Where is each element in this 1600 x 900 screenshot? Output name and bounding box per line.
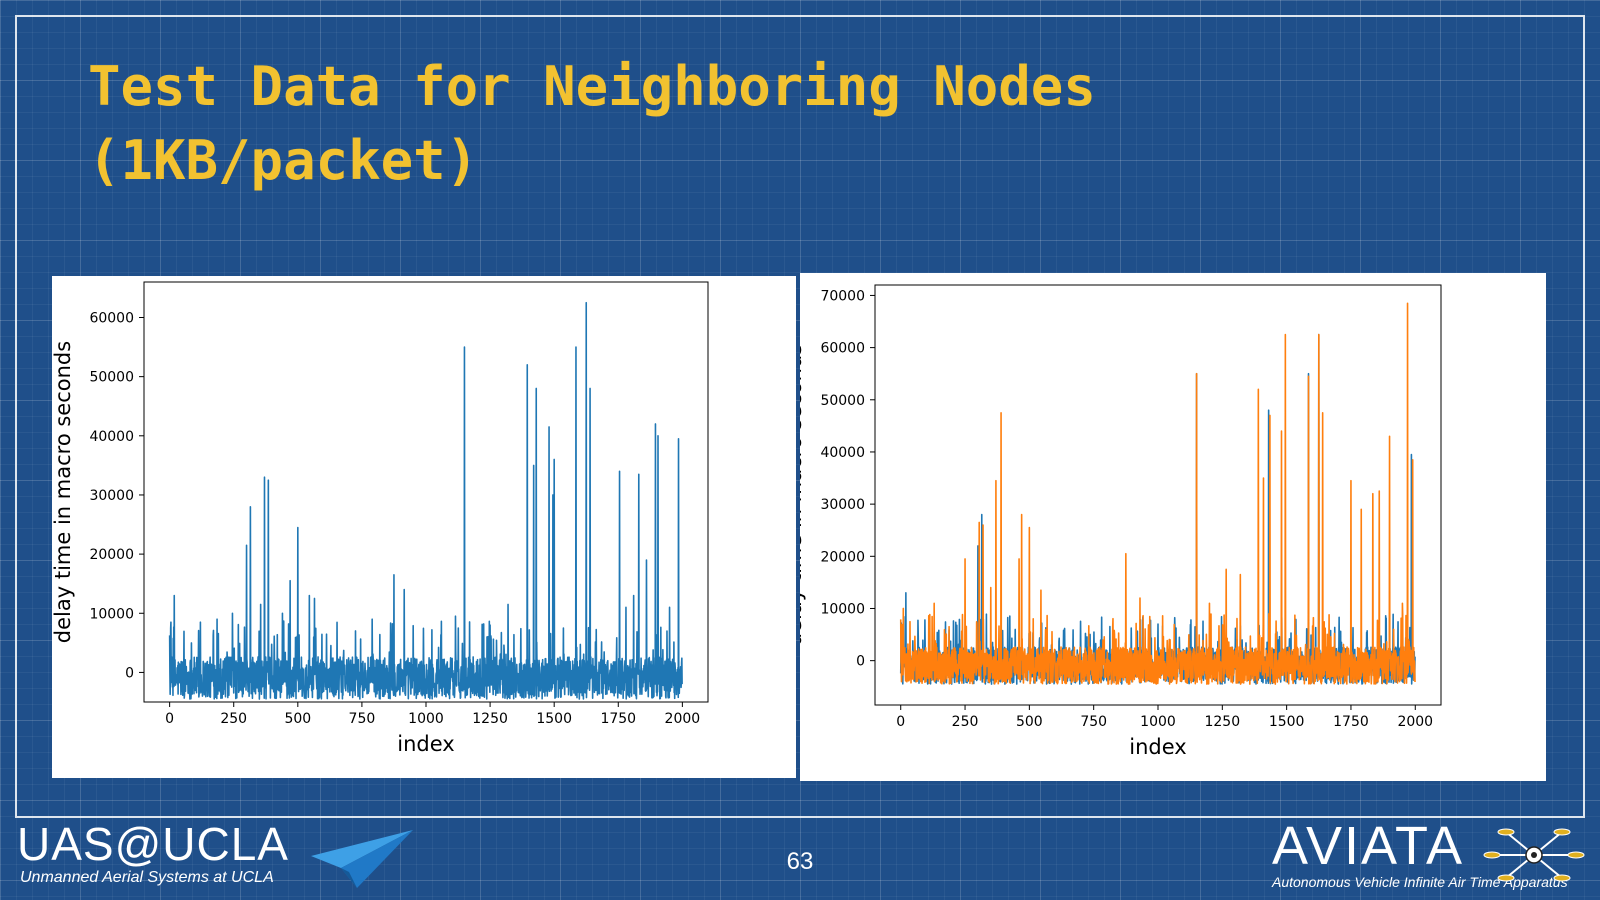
aviata-logo-subtitle: Autonomous Vehicle Infinite Air Time App… (1272, 874, 1568, 890)
y-axis-label: delay time in macro seconds (800, 344, 806, 646)
y-tick-label: 10000 (820, 601, 865, 617)
x-tick-label: 1750 (1333, 714, 1369, 730)
y-tick-label: 50000 (89, 370, 134, 386)
y-axis-label: delay time in macro seconds (52, 341, 75, 643)
aviata-logo: AVIATA Autonomous Vehicle Infinite Air T… (1272, 818, 1592, 898)
y-tick-label: 40000 (89, 429, 134, 445)
y-tick-label: 60000 (820, 341, 865, 357)
x-axis-label: index (397, 732, 454, 756)
x-tick-label: 500 (1016, 714, 1043, 730)
x-tick-label: 750 (349, 711, 376, 727)
x-axis-label: index (1129, 735, 1186, 759)
slide-frame (15, 15, 1585, 818)
y-tick-label: 0 (856, 654, 865, 670)
y-tick-label: 70000 (820, 288, 865, 304)
chart-right-svg: 0 250 500 750 1000 1250 1500 1750 20000100002000… (800, 284, 1442, 759)
aviata-logo-title: AVIATA (1272, 816, 1465, 876)
drone-icon (1483, 828, 1585, 882)
x-tick-label: 250 (220, 711, 247, 727)
uas-logo-subtitle: Unmanned Aerial Systems at UCLA (20, 869, 274, 886)
uas-logo-title: UAS@UCLA (17, 818, 289, 870)
y-tick-label: 60000 (89, 310, 134, 326)
y-tick-label: 50000 (820, 393, 865, 409)
y-tick-label: 20000 (820, 549, 865, 565)
slide-title: Test Data for Neighboring Nodes (1KB/pac… (88, 55, 1096, 192)
page-number: 63 (786, 848, 814, 875)
y-tick-label: 30000 (820, 497, 865, 513)
x-tick-label: 1500 (1269, 714, 1305, 730)
uas-ucla-logo: UAS@UCLA Unmanned Aerial Systems at UCLA (17, 818, 413, 898)
x-tick-label: 2000 (1397, 714, 1433, 730)
y-tick-label: 30000 (89, 488, 134, 504)
y-tick-label: 20000 (89, 547, 134, 563)
x-tick-label: 1000 (408, 711, 444, 727)
y-tick-label: 0 (125, 665, 134, 681)
x-tick-label: 500 (284, 711, 311, 727)
x-tick-label: 0 (165, 711, 174, 727)
x-tick-label: 0 (896, 714, 905, 730)
y-tick-label: 10000 (89, 606, 134, 622)
series-line-1 (899, 333, 1416, 685)
y-tick-label: 40000 (820, 445, 865, 461)
x-tick-label: 1250 (1204, 714, 1240, 730)
x-tick-label: 1000 (1140, 714, 1176, 730)
plot-frame (143, 281, 709, 703)
chart-left: 0 250 500 750 1000 1250 1500 1750 2000 0 10000 2000… (52, 276, 796, 778)
x-tick-label: 1500 (536, 711, 572, 727)
x-tick-label: 1750 (600, 711, 636, 727)
paper-plane-icon (311, 830, 413, 888)
chart-right: 0 250 500 750 1000 1250 1500 1750 2000 0 10000 2000… (800, 273, 1546, 781)
x-tick-label: 2000 (665, 711, 701, 727)
x-tick-label: 750 (1080, 714, 1107, 730)
series-line-2 (899, 302, 1416, 685)
x-tick-label: 1250 (472, 711, 508, 727)
chart-left-svg: 0 250 500 750 1000 1250 1500 1750 20000100002000… (52, 281, 709, 756)
x-tick-label: 250 (952, 714, 979, 730)
series-line-1 (168, 301, 683, 700)
